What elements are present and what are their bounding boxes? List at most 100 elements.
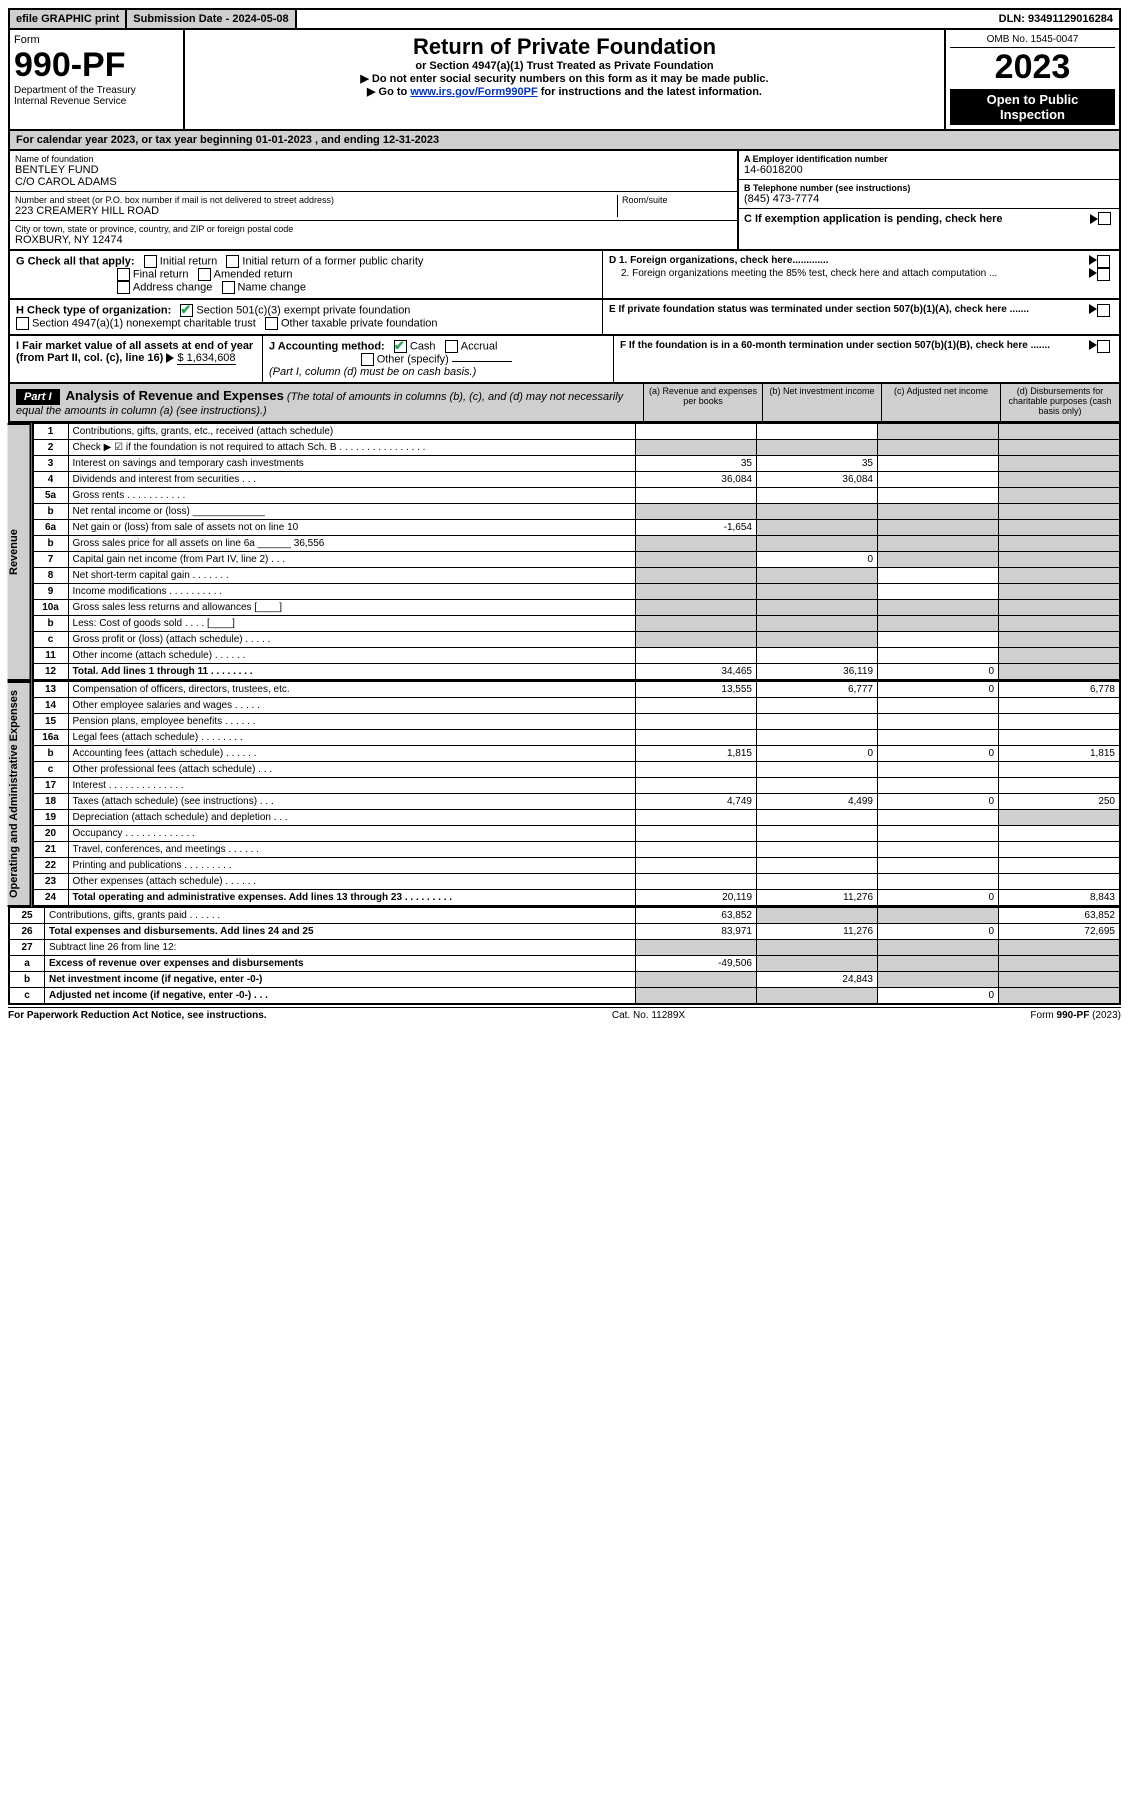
- revenue-side-label: Revenue: [8, 423, 32, 681]
- cell-shaded: [757, 908, 878, 924]
- row-num: 9: [33, 584, 69, 600]
- dln-value: 93491129016284: [1028, 13, 1113, 25]
- table-row: cAdjusted net income (if negative, enter…: [9, 988, 1120, 1005]
- row-num: 26: [9, 924, 45, 940]
- cell-value: [878, 730, 999, 746]
- row-num: 2: [33, 440, 69, 456]
- j-accrual-checkbox[interactable]: [445, 340, 458, 353]
- irs-label: Internal Revenue Service: [14, 96, 179, 107]
- d-section: D 1. Foreign organizations, check here..…: [603, 251, 1119, 298]
- cell-shaded: [999, 488, 1121, 504]
- efile-badge[interactable]: efile GRAPHIC print: [10, 10, 127, 28]
- cell-value: [878, 472, 999, 488]
- h-section: H Check type of organization: Section 50…: [10, 300, 603, 334]
- cell-shaded: [757, 956, 878, 972]
- entity-left: Name of foundation BENTLEY FUND C/O CARO…: [10, 151, 737, 249]
- j-other-checkbox[interactable]: [361, 353, 374, 366]
- g-initial-former-checkbox[interactable]: [226, 255, 239, 268]
- j-o3: Other (specify): [377, 353, 449, 365]
- g-initial-checkbox[interactable]: [144, 255, 157, 268]
- i-section: I Fair market value of all assets at end…: [10, 336, 263, 382]
- j-other-line[interactable]: [452, 361, 512, 362]
- footer-right: Form Form 990-PF (2023)990-PF (2023): [1030, 1010, 1121, 1021]
- table-row: 24Total operating and administrative exp…: [33, 890, 1120, 907]
- f-checkbox[interactable]: [1097, 340, 1110, 353]
- cell-value: 1,815: [999, 746, 1121, 762]
- cell-value: [878, 456, 999, 472]
- row-num: 1: [33, 424, 69, 440]
- cell-value: [999, 826, 1121, 842]
- ein-value: 14-6018200: [744, 164, 1114, 176]
- table-row: cOther professional fees (attach schedul…: [33, 762, 1120, 778]
- row-num: 13: [33, 682, 69, 698]
- g-final-checkbox[interactable]: [117, 268, 130, 281]
- open-to-public-badge: Open to Public Inspection: [950, 89, 1115, 125]
- row-num: 3: [33, 456, 69, 472]
- note-ssn: ▶ Do not enter social security numbers o…: [193, 72, 936, 85]
- cell-value: [757, 858, 878, 874]
- table-row: 14Other employee salaries and wages . . …: [33, 698, 1120, 714]
- cell-shaded: [757, 568, 878, 584]
- g-amended-checkbox[interactable]: [198, 268, 211, 281]
- cell-shaded: [999, 648, 1121, 664]
- address-cell: Number and street (or P.O. box number if…: [10, 192, 737, 221]
- footer-left: For Paperwork Reduction Act Notice, see …: [8, 1010, 267, 1021]
- part1-title: Analysis of Revenue and Expenses: [66, 388, 284, 403]
- cell-value: [636, 874, 757, 890]
- ein-cell: A Employer identification number 14-6018…: [739, 151, 1119, 180]
- row-num: 23: [33, 874, 69, 890]
- j-o1: Cash: [410, 340, 436, 352]
- table-row: bLess: Cost of goods sold . . . . [____]: [33, 616, 1120, 632]
- row-desc: Subtract line 26 from line 12:: [45, 940, 636, 956]
- cell-shaded: [757, 940, 878, 956]
- g-o3: Final return: [133, 268, 189, 280]
- c-checkbox[interactable]: [1098, 212, 1111, 225]
- cell-shaded: [878, 908, 999, 924]
- cell-value: [878, 826, 999, 842]
- row-desc: Other expenses (attach schedule) . . . .…: [68, 874, 635, 890]
- b-label: B Telephone number (see instructions): [744, 183, 1114, 193]
- arrow-icon: [1089, 268, 1097, 278]
- d1-checkbox[interactable]: [1097, 255, 1110, 268]
- cell-shaded: [636, 972, 757, 988]
- row-num: 10a: [33, 600, 69, 616]
- row-desc: Less: Cost of goods sold . . . . [____]: [68, 616, 635, 632]
- cell-value: 11,276: [757, 890, 878, 907]
- cell-value: -1,654: [636, 520, 757, 536]
- d2-checkbox[interactable]: [1097, 268, 1110, 281]
- form-label: Form: [14, 34, 179, 46]
- cell-shaded: [999, 536, 1121, 552]
- instructions-link[interactable]: www.irs.gov/Form990PF: [410, 86, 537, 98]
- row-desc: Income modifications . . . . . . . . . .: [68, 584, 635, 600]
- h-501c3-checkbox[interactable]: [180, 304, 193, 317]
- row-desc: Other employee salaries and wages . . . …: [68, 698, 635, 714]
- row-desc: Accounting fees (attach schedule) . . . …: [68, 746, 635, 762]
- g-address-checkbox[interactable]: [117, 281, 130, 294]
- cell-shaded: [878, 520, 999, 536]
- e-label: E If private foundation status was termi…: [609, 304, 1089, 317]
- table-row: 5aGross rents . . . . . . . . . . .: [33, 488, 1120, 504]
- e-checkbox[interactable]: [1097, 304, 1110, 317]
- cell-value: [636, 842, 757, 858]
- row-desc: Occupancy . . . . . . . . . . . . .: [68, 826, 635, 842]
- row-num: 4: [33, 472, 69, 488]
- cell-value: [636, 778, 757, 794]
- j-label: J Accounting method:: [269, 340, 385, 352]
- row-num: 7: [33, 552, 69, 568]
- cell-value: [636, 826, 757, 842]
- cell-shaded: [878, 536, 999, 552]
- g-name-checkbox[interactable]: [222, 281, 235, 294]
- cell-value: [757, 730, 878, 746]
- cell-shaded: [878, 972, 999, 988]
- row-desc: Other professional fees (attach schedule…: [68, 762, 635, 778]
- cell-value: [878, 874, 999, 890]
- row-desc: Excess of revenue over expenses and disb…: [45, 956, 636, 972]
- cell-shaded: [999, 600, 1121, 616]
- h-4947-checkbox[interactable]: [16, 317, 29, 330]
- h-other-checkbox[interactable]: [265, 317, 278, 330]
- table-row: 17Interest . . . . . . . . . . . . . .: [33, 778, 1120, 794]
- row-desc: Net short-term capital gain . . . . . . …: [68, 568, 635, 584]
- table-row: 2Check ▶ ☑ if the foundation is not requ…: [33, 440, 1120, 456]
- j-cash-checkbox[interactable]: [394, 340, 407, 353]
- form-title: Return of Private Foundation: [193, 34, 936, 60]
